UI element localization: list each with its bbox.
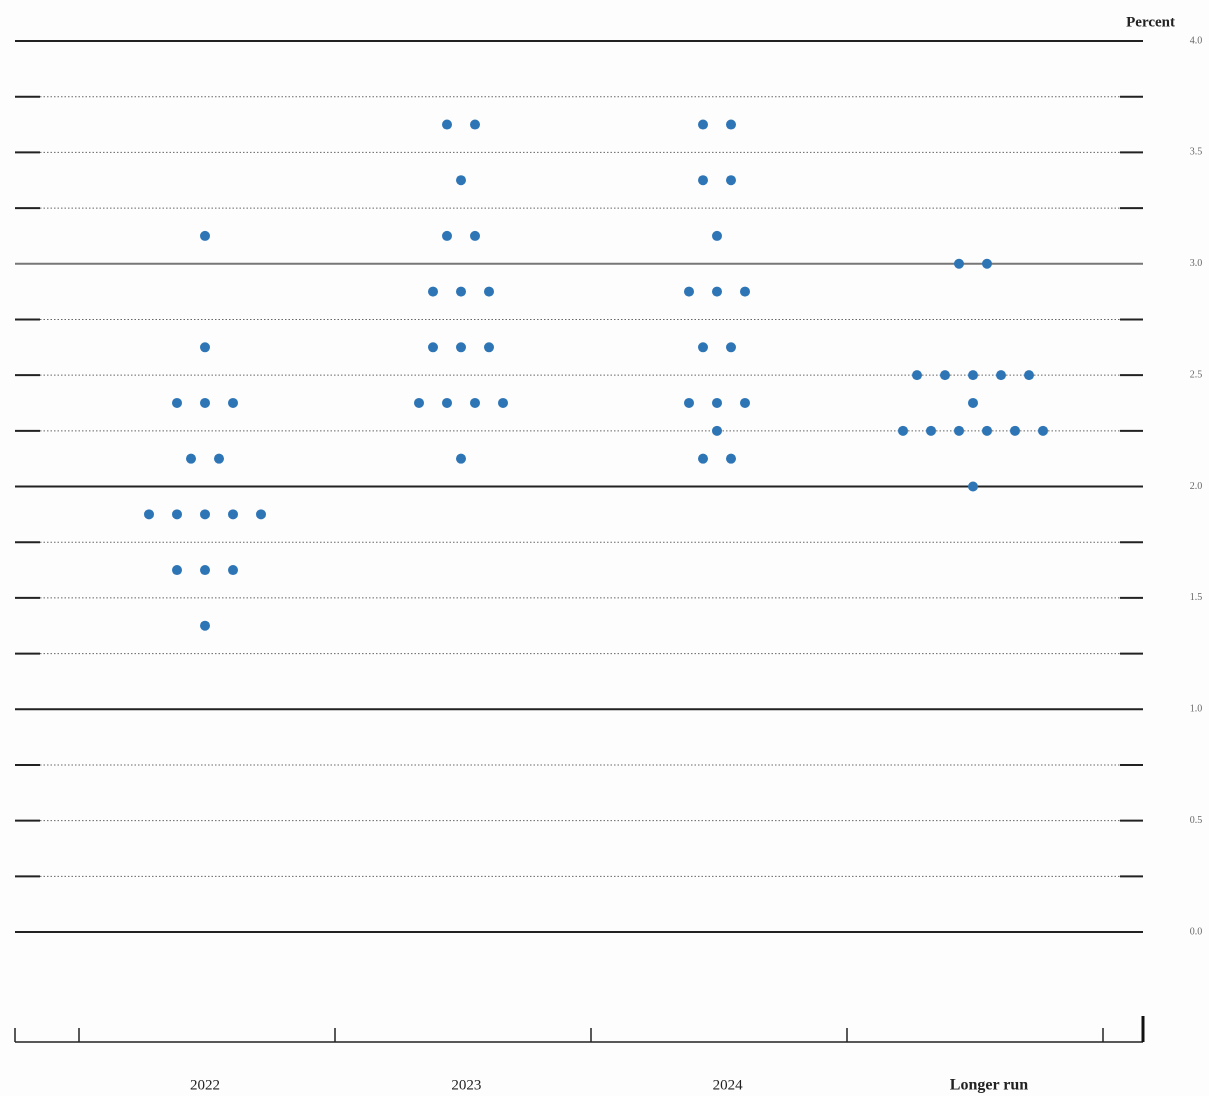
y-tick-label: 1.0 (1190, 704, 1203, 715)
dot (498, 397, 508, 408)
x-tick-label: 2024 (713, 1077, 744, 1093)
dot (200, 342, 210, 353)
dot (470, 119, 480, 130)
dot (996, 370, 1006, 381)
dot (698, 119, 708, 130)
dot (712, 230, 722, 241)
dot (228, 397, 238, 408)
dot (1010, 425, 1020, 436)
dot (684, 397, 694, 408)
dot (726, 453, 736, 464)
dot (456, 175, 466, 186)
dot (712, 286, 722, 297)
dot (484, 286, 494, 297)
dot (698, 342, 708, 353)
dot (456, 342, 466, 353)
dot (172, 397, 182, 408)
dot (172, 509, 182, 520)
x-tick-label: 2022 (190, 1077, 220, 1093)
y-tick-label: 3.5 (1190, 147, 1203, 158)
dot (726, 175, 736, 186)
dot (484, 342, 494, 353)
dot (968, 481, 978, 492)
dot (456, 453, 466, 464)
dot (684, 286, 694, 297)
dot (912, 370, 922, 381)
dot (144, 509, 154, 520)
dot (200, 620, 210, 631)
y-tick-label: 0.0 (1190, 926, 1203, 937)
dot (926, 425, 936, 436)
dot (456, 286, 466, 297)
dot (740, 397, 750, 408)
dot (428, 342, 438, 353)
dot (442, 119, 452, 130)
dot (200, 397, 210, 408)
dot (740, 286, 750, 297)
y-tick-label: 2.5 (1190, 369, 1203, 380)
y-tick-label: 2.0 (1190, 481, 1203, 492)
dot (1038, 425, 1048, 436)
dot (186, 453, 196, 464)
dot (726, 119, 736, 130)
dot (200, 230, 210, 241)
dot (200, 565, 210, 576)
dot (698, 453, 708, 464)
dot (442, 397, 452, 408)
dot (228, 565, 238, 576)
dot (470, 397, 480, 408)
dot (470, 230, 480, 241)
dot (1024, 370, 1034, 381)
dot (712, 425, 722, 436)
dot (954, 258, 964, 269)
y-tick-label: 3.0 (1190, 258, 1203, 269)
dot (228, 509, 238, 520)
dot (712, 397, 722, 408)
dot (968, 397, 978, 408)
dot (726, 342, 736, 353)
x-tick-label: 2023 (451, 1077, 481, 1093)
dot (898, 425, 908, 436)
y-tick-label: 0.5 (1190, 815, 1203, 826)
dot (968, 370, 978, 381)
dot (172, 565, 182, 576)
dot (982, 425, 992, 436)
dot (256, 509, 266, 520)
x-tick-label: Longer run (950, 1077, 1028, 1094)
dot (428, 286, 438, 297)
dot (982, 258, 992, 269)
dot (414, 397, 424, 408)
dot (954, 425, 964, 436)
dot (214, 453, 224, 464)
dot (940, 370, 950, 381)
dot (200, 509, 210, 520)
y-tick-label: 4.0 (1190, 35, 1203, 46)
y-tick-label: 1.5 (1190, 592, 1203, 603)
y-axis-label: Percent (1126, 14, 1175, 30)
dot (442, 230, 452, 241)
dot (698, 175, 708, 186)
